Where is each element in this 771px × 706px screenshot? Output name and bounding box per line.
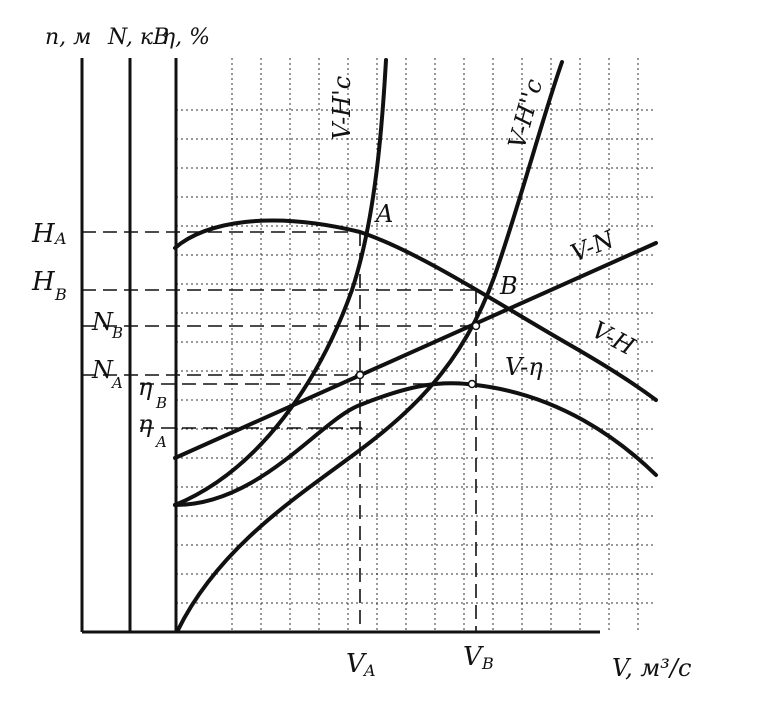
y-label-efficiency: η, % [162,25,210,50]
curve-system-a [173,58,388,507]
svg-text:H: H [31,267,56,297]
marker-va-power [355,370,365,380]
svg-text:H: H [31,219,56,249]
y-tick-hb: H B [31,267,67,304]
x-tick-vb: V B [463,642,494,673]
svg-text:V: V [463,642,484,672]
y-label-power: N, кВ [107,25,169,50]
svg-text:η: η [138,373,153,401]
svg-text:η: η [138,410,153,438]
svg-text:A: A [53,229,67,248]
svg-text:B: B [54,285,67,304]
curve-label-head: V-H [587,316,640,362]
y-tick-na: N A [91,356,123,392]
svg-text:N: N [91,308,114,336]
marker-vb-power [471,321,481,331]
svg-text:V: V [346,649,367,679]
curve-power [173,241,658,460]
point-b-label: B [499,272,518,300]
svg-text:B: B [111,324,123,342]
curve-label-system-a: V-H'c [328,76,356,140]
x-tick-va: V A [346,649,376,680]
y-tick-nb: N B [91,308,123,342]
svg-text:A: A [110,374,123,392]
guide-lines [82,231,478,632]
curve-efficiency [173,381,658,507]
curve-label-efficiency: V-η [505,353,543,381]
x-axis-label: V, м³/с [612,654,691,682]
curve-system-b [176,60,564,632]
grid [176,58,656,632]
svg-text:A: A [154,433,167,451]
svg-text:B: B [155,394,167,412]
svg-text:B: B [481,654,494,673]
y-tick-eta-a: η A [138,410,167,451]
curve-label-system-b: V-H''c [503,76,548,152]
marker-vb-efficiency [467,379,477,389]
svg-text:A: A [362,661,376,680]
y-tick-ha: H A [31,219,67,249]
y-label-head: п, м [45,25,91,50]
point-a-label: A [374,200,393,228]
svg-text:N: N [91,356,114,384]
curve-head [173,218,658,402]
y-tick-eta-b: η B [138,373,167,412]
